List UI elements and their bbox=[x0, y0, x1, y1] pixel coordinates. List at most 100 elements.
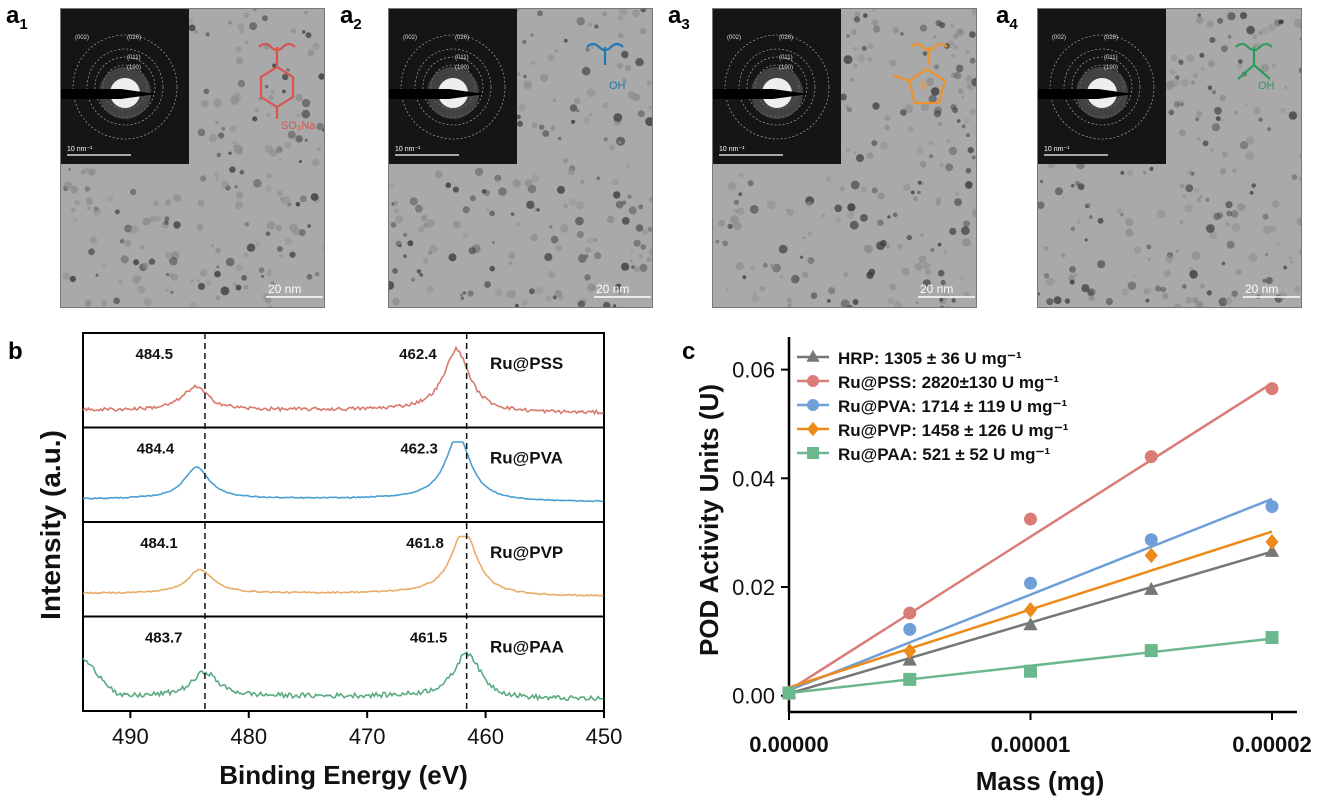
nanoparticle bbox=[118, 279, 123, 284]
nanoparticle bbox=[903, 183, 911, 191]
nanoparticle bbox=[1077, 183, 1085, 191]
nanoparticle bbox=[1230, 306, 1234, 307]
nanoparticle bbox=[70, 185, 79, 194]
nanoparticle bbox=[549, 225, 553, 229]
nanoparticle bbox=[1245, 151, 1255, 161]
panel-label-b: b bbox=[8, 338, 23, 365]
series-label: Ru@PVA bbox=[490, 449, 563, 468]
nanoparticle bbox=[289, 223, 298, 232]
nanoparticle bbox=[507, 289, 517, 299]
polymer-structure-icon bbox=[586, 42, 624, 65]
nanoparticle bbox=[1219, 118, 1224, 122]
nanoparticle bbox=[1105, 297, 1113, 306]
nanoparticle bbox=[1225, 222, 1230, 227]
nanoparticle bbox=[1178, 59, 1184, 65]
nanoparticle bbox=[934, 64, 940, 70]
nanoparticle bbox=[270, 281, 275, 285]
peak-label-right: 461.8 bbox=[406, 535, 444, 552]
nanoparticle bbox=[1300, 289, 1301, 291]
nanoparticle bbox=[266, 173, 272, 179]
nanoparticle bbox=[943, 250, 948, 255]
nanoparticle bbox=[190, 279, 194, 283]
nanoparticle bbox=[897, 244, 903, 250]
nanoparticle bbox=[153, 200, 159, 207]
nanoparticle bbox=[1199, 52, 1205, 58]
nanoparticle bbox=[963, 220, 970, 228]
nanoparticle bbox=[307, 49, 315, 57]
nanoparticle bbox=[1211, 123, 1220, 132]
nanoparticle bbox=[1074, 273, 1078, 277]
nanoparticle bbox=[233, 144, 243, 154]
nanoparticle bbox=[563, 158, 569, 164]
nanoparticle bbox=[86, 206, 91, 211]
nanoparticle bbox=[215, 177, 220, 182]
nanoparticle bbox=[531, 174, 540, 183]
nanoparticle bbox=[945, 163, 954, 172]
nanoparticle bbox=[920, 102, 930, 112]
nanoparticle bbox=[169, 256, 178, 266]
nanoparticle bbox=[603, 137, 608, 142]
nanoparticle bbox=[791, 274, 800, 284]
nanoparticle bbox=[648, 105, 652, 110]
beam-stop bbox=[713, 89, 773, 99]
nanoparticle bbox=[113, 297, 120, 305]
legend-marker bbox=[807, 421, 819, 437]
nanoparticle bbox=[527, 184, 537, 194]
nanoparticle bbox=[1197, 13, 1201, 17]
nanoparticle bbox=[85, 197, 94, 205]
xps-subpanel-frame bbox=[82, 615, 605, 712]
beam-stop-tip bbox=[773, 89, 809, 99]
nanoparticle bbox=[1196, 197, 1202, 203]
nanoparticle bbox=[426, 219, 435, 228]
nanoparticle bbox=[1199, 283, 1205, 289]
nanoparticle bbox=[203, 88, 210, 95]
nanoparticle bbox=[531, 122, 538, 129]
saed-ring bbox=[94, 56, 156, 118]
saed-ring bbox=[86, 48, 164, 126]
x-tick-label: 450 bbox=[586, 724, 623, 749]
nanoparticle bbox=[624, 64, 632, 71]
nanoparticle bbox=[751, 295, 760, 303]
nanoparticle bbox=[1205, 197, 1210, 202]
nanoparticle bbox=[1232, 168, 1237, 174]
nanoparticle bbox=[805, 201, 813, 208]
nanoparticle bbox=[1173, 101, 1181, 108]
y-axis-title: POD Activity Units (U) bbox=[694, 384, 724, 656]
polymer-structure-icon bbox=[1235, 42, 1273, 80]
nanoparticle bbox=[193, 29, 199, 34]
nanoparticle bbox=[930, 87, 940, 96]
nanoparticle bbox=[1272, 200, 1280, 208]
nanoparticle bbox=[632, 9, 640, 18]
nanoparticle bbox=[435, 170, 443, 179]
nanoparticle bbox=[640, 244, 647, 250]
nanoparticle bbox=[528, 288, 535, 295]
nanoparticle bbox=[542, 130, 550, 137]
legend-marker bbox=[806, 349, 820, 362]
scale-bar-label: 20 nm bbox=[920, 282, 953, 296]
saed-ring bbox=[1071, 56, 1133, 118]
nanoparticle bbox=[1246, 25, 1255, 35]
nanoparticle bbox=[733, 221, 742, 231]
nanoparticle bbox=[1261, 27, 1269, 35]
nanoparticle bbox=[940, 305, 945, 307]
nanoparticle bbox=[299, 195, 307, 203]
nanoparticle bbox=[426, 285, 434, 293]
nanoparticle bbox=[1230, 210, 1239, 218]
nanoparticle bbox=[1209, 231, 1218, 240]
nanoparticle bbox=[1171, 78, 1181, 87]
scale-bar-label: 20 nm bbox=[596, 282, 629, 296]
nanoparticle bbox=[415, 204, 423, 213]
nanoparticle bbox=[237, 23, 245, 31]
peak-label-left: 483.7 bbox=[145, 630, 183, 647]
nanoparticle bbox=[594, 24, 599, 29]
nanoparticle bbox=[856, 154, 864, 163]
nanoparticle bbox=[962, 238, 971, 247]
nanoparticle bbox=[834, 204, 842, 213]
nanoparticle bbox=[130, 188, 137, 196]
nanoparticle bbox=[139, 244, 145, 250]
nanoparticle bbox=[101, 300, 108, 307]
saed-inset: (002) (020) (011) (100) 10 nm⁻¹ bbox=[389, 9, 517, 164]
nanoparticle bbox=[243, 284, 249, 290]
nanoparticle bbox=[197, 199, 205, 207]
nanoparticle bbox=[635, 58, 644, 67]
